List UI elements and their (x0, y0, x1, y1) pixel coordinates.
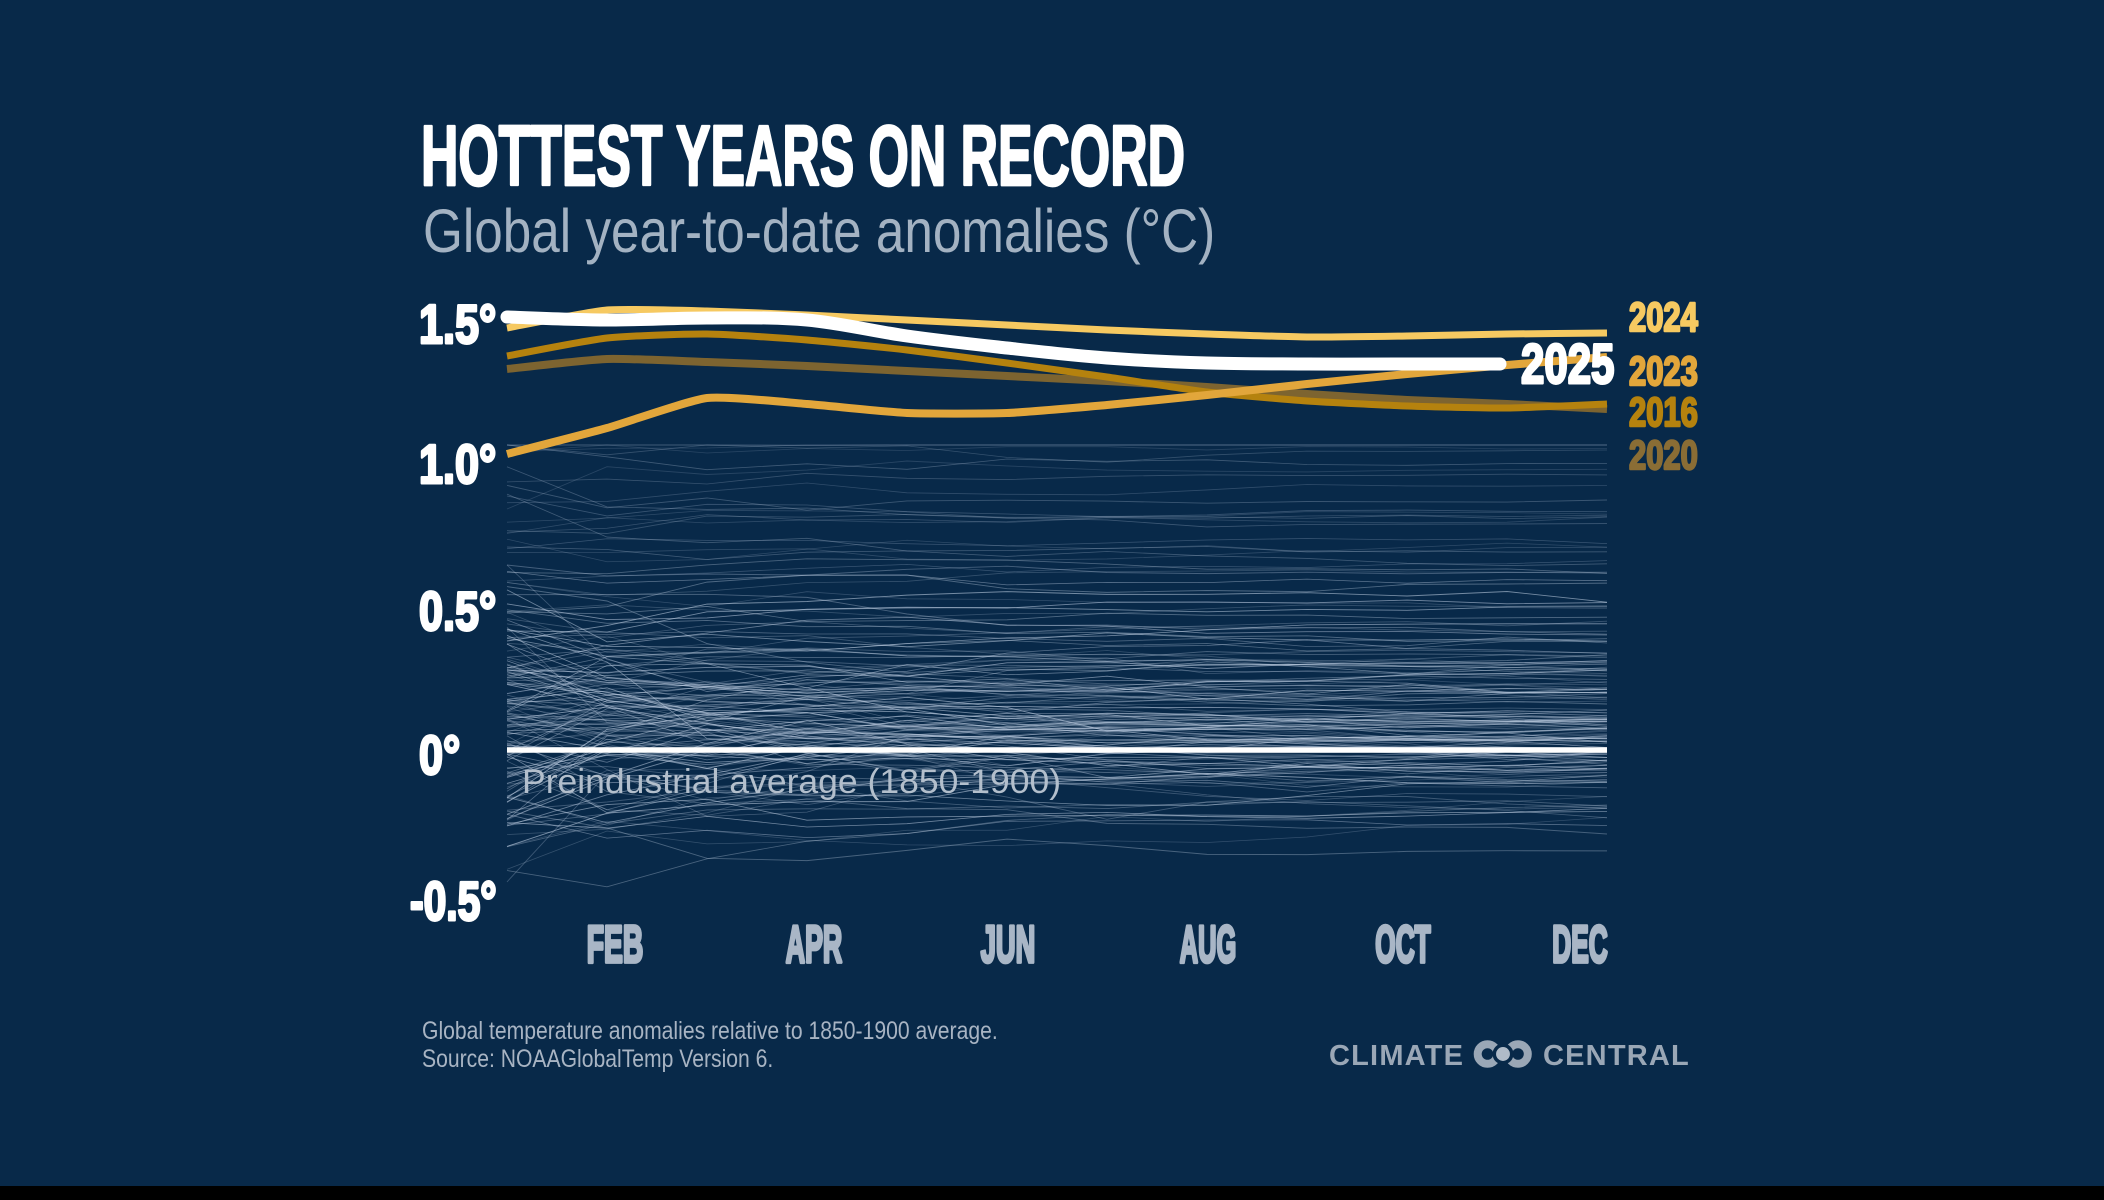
svg-text:1.0°: 1.0° (419, 434, 496, 495)
svg-text:0°: 0° (419, 725, 460, 786)
svg-text:Source: NOAAGlobalTemp Version: Source: NOAAGlobalTemp Version 6. (422, 1044, 773, 1072)
svg-text:1.5°: 1.5° (419, 294, 496, 355)
svg-text:2023: 2023 (1629, 348, 1698, 394)
svg-text:2024: 2024 (1629, 294, 1698, 340)
svg-text:2020: 2020 (1629, 432, 1698, 478)
svg-text:AUG: AUG (1180, 915, 1236, 973)
svg-text:JUN: JUN (981, 914, 1036, 973)
svg-text:Global temperature anomalies r: Global temperature anomalies relative to… (422, 1016, 998, 1044)
svg-text:CENTRAL: CENTRAL (1543, 1040, 1690, 1072)
svg-text:OCT: OCT (1375, 915, 1430, 973)
svg-text:Global year-to-date anomalies: Global year-to-date anomalies (°C) (423, 197, 1215, 265)
svg-text:CLIMATE: CLIMATE (1329, 1040, 1464, 1072)
svg-text:APR: APR (786, 915, 842, 973)
svg-text:2016: 2016 (1629, 389, 1698, 435)
svg-text:Preindustrial average (1850-19: Preindustrial average (1850-1900) (522, 764, 1061, 801)
svg-text:DEC: DEC (1552, 915, 1607, 973)
svg-text:FEB: FEB (587, 915, 643, 973)
svg-text:0.5°: 0.5° (419, 581, 496, 642)
svg-text:HOTTEST YEARS ON RECORD: HOTTEST YEARS ON RECORD (421, 108, 1185, 203)
svg-text:2025: 2025 (1521, 333, 1614, 395)
svg-text:-0.5°: -0.5° (410, 871, 497, 932)
